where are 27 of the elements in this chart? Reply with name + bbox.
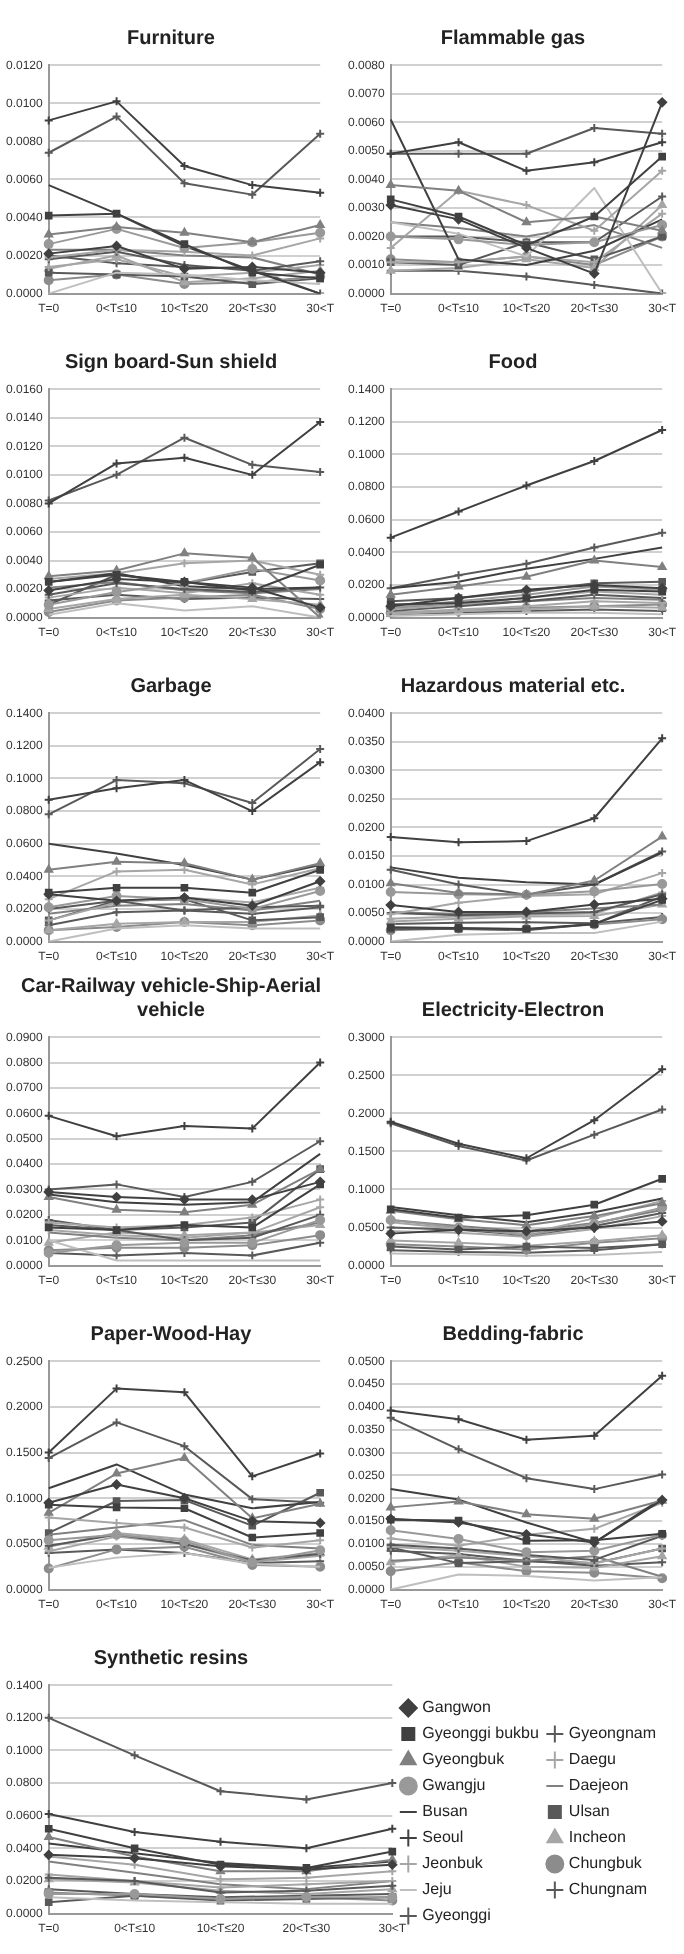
legend-label: Incheon <box>568 1828 626 1847</box>
chart-title: Car-Railway vehicle-Ship-Aerial vehicle <box>18 974 324 1024</box>
chart-title: Sign board-Sun shield <box>62 350 280 376</box>
legend-label: Jeonbuk <box>422 1854 485 1873</box>
chart-title: Synthetic resins <box>91 1646 251 1672</box>
legend-label: Gwangju <box>422 1776 486 1795</box>
legend-label: Chungbuk <box>568 1854 644 1873</box>
chart-title: Hazardous material etc. <box>398 674 628 700</box>
chart-title: Electricity-Electron <box>419 998 607 1024</box>
chart-title: Paper-Wood-Hay <box>88 1322 254 1348</box>
chart-title: Furniture <box>125 26 217 52</box>
chart-title: Garbage <box>128 674 214 700</box>
legend-label: Chungnam <box>568 1880 648 1899</box>
legend-label: Gyeonggi bukbu <box>422 1724 539 1743</box>
legend-label: Daejeon <box>568 1776 629 1795</box>
chart-title: Bedding-fabric <box>440 1322 586 1348</box>
legend-label: Seoul <box>422 1828 464 1847</box>
legend-label: Gyeongbuk <box>422 1750 507 1769</box>
legend-label: Busan <box>422 1802 468 1821</box>
legend-label: Daegu <box>568 1750 616 1769</box>
legend-label: Gangwon <box>422 1698 491 1717</box>
legend-label: Gyeongnam <box>568 1724 657 1743</box>
chart-title: Food <box>486 350 540 376</box>
legend-label: Ulsan <box>568 1802 610 1821</box>
legend-label: Jeju <box>422 1880 452 1899</box>
legend-label: Gyeonggi <box>422 1906 492 1925</box>
chart-title: Flammable gas <box>438 26 588 52</box>
